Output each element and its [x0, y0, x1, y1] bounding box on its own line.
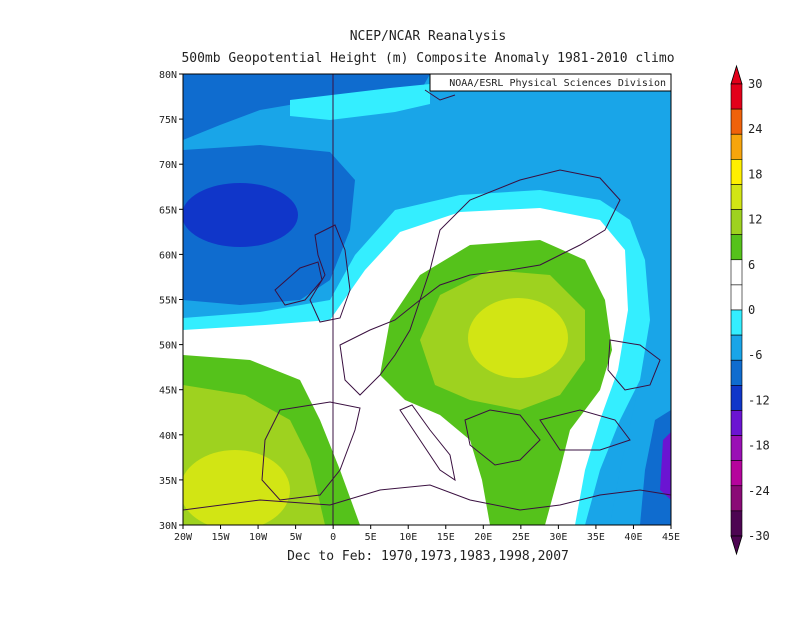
coastline-north-africa: [183, 484, 671, 511]
colorbar-swatch: [730, 385, 743, 411]
colorbar-swatch: [730, 259, 743, 286]
colorbar-swatch: [730, 485, 743, 512]
colorbar-swatch: [730, 184, 743, 210]
colorbar-label: -30: [748, 529, 770, 543]
lat-tick-label: 70N: [159, 160, 177, 171]
coastline-italy: [399, 404, 456, 482]
colorbar-swatch: [730, 410, 743, 436]
colorbar-top-arrow: [730, 64, 743, 85]
lon-tick-label: 20E: [474, 532, 492, 543]
anomaly-band-atlantic-low: [183, 183, 298, 247]
lon-tick-label: 10E: [399, 532, 417, 543]
lon-tick-label: 5W: [290, 532, 303, 543]
coastline-caspian: [607, 339, 661, 391]
composite-caption: Dec to Feb: 1970,1973,1983,1998,2007: [287, 549, 569, 564]
colorbar-label: 24: [748, 122, 762, 136]
map-title: NCEP/NCAR Reanalysis: [350, 29, 507, 44]
longitude-axis: 20W 15W 10W 5W 0 5E 10E 15E 20E 25E 30E 35E 40E 45E: [174, 525, 680, 543]
coastline-iberia: [261, 401, 361, 501]
colorbar: 30 24 18 12 6 0 -6 -12 -18 -24 -30: [730, 64, 770, 556]
colorbar-swatch: [730, 309, 743, 336]
lat-tick-label: 40N: [159, 431, 177, 442]
lon-tick-label: 20W: [174, 532, 193, 543]
lat-tick-label: 30N: [159, 521, 177, 532]
lon-tick-label: 5E: [365, 532, 377, 543]
colorbar-swatch: [730, 209, 743, 235]
lon-tick-label: 40E: [624, 532, 642, 543]
anomaly-band-east-dark: [640, 410, 671, 525]
lon-tick-label: 25E: [512, 532, 530, 543]
latitude-axis: 30N 35N 40N 45N 50N 55N 60N 65N 70N 75N 80N: [159, 70, 183, 532]
coastline-britain: [309, 224, 351, 323]
credit-box: [429, 73, 672, 92]
anomaly-band-plus9-plus12: [468, 298, 568, 378]
lon-tick-label: 35E: [587, 532, 605, 543]
colorbar-label: 18: [748, 167, 762, 181]
colorbar-label: 12: [748, 213, 762, 227]
coastline-balkans: [464, 409, 541, 466]
lon-tick-label: 15W: [212, 532, 231, 543]
colorbar-swatch: [730, 284, 743, 311]
colorbar-swatch: [730, 108, 743, 135]
lon-tick-label: 10W: [249, 532, 268, 543]
lon-tick-label: 0: [330, 532, 336, 543]
anomaly-band-east-purple: [660, 432, 671, 500]
colorbar-label: 0: [748, 303, 755, 317]
credit-text: NOAA/ESRL Physical Sciences Division: [449, 78, 666, 89]
colorbar-swatch: [730, 159, 743, 185]
colorbar-swatch: [730, 83, 743, 110]
lon-tick-label: 15E: [437, 532, 455, 543]
lat-tick-label: 80N: [159, 70, 177, 81]
coastline-anatolia: [539, 409, 631, 451]
lat-tick-label: 50N: [159, 341, 177, 352]
anomaly-band-southwest-yellow: [183, 450, 290, 525]
lon-tick-label: 45E: [662, 532, 680, 543]
colorbar-swatch: [730, 435, 743, 461]
colorbar-swatch: [730, 234, 743, 261]
coastline-svalbard: [424, 89, 456, 101]
map-subtitle: 500mb Geopotential Height (m) Composite …: [181, 51, 674, 66]
colorbar-swatch: [730, 334, 743, 361]
colorbar-label: -24: [748, 484, 770, 498]
colorbar-swatch: [730, 359, 743, 386]
colorbar-swatch: [730, 460, 743, 487]
colorbar-label: -12: [748, 393, 770, 407]
colorbar-label: -18: [748, 439, 770, 453]
colorbar-label: -6: [748, 348, 762, 362]
coastlines: [183, 89, 671, 511]
anomaly-band-north-cyan: [290, 84, 430, 120]
lat-tick-label: 55N: [159, 296, 177, 307]
colorbar-label: 6: [748, 258, 755, 272]
lat-tick-label: 45N: [159, 386, 177, 397]
coastline-europe: [339, 169, 621, 396]
lat-tick-label: 35N: [159, 476, 177, 487]
colorbar-swatch: [730, 510, 743, 537]
lat-tick-label: 75N: [159, 115, 177, 126]
lat-tick-label: 60N: [159, 250, 177, 261]
colorbar-label: 30: [748, 77, 762, 91]
colorbar-swatch: [730, 133, 743, 160]
lat-tick-label: 65N: [159, 205, 177, 216]
contour-field: [183, 74, 671, 525]
lon-tick-label: 30E: [549, 532, 567, 543]
anomaly-band-north-dark: [183, 74, 430, 140]
colorbar-bottom-arrow: [730, 535, 743, 556]
